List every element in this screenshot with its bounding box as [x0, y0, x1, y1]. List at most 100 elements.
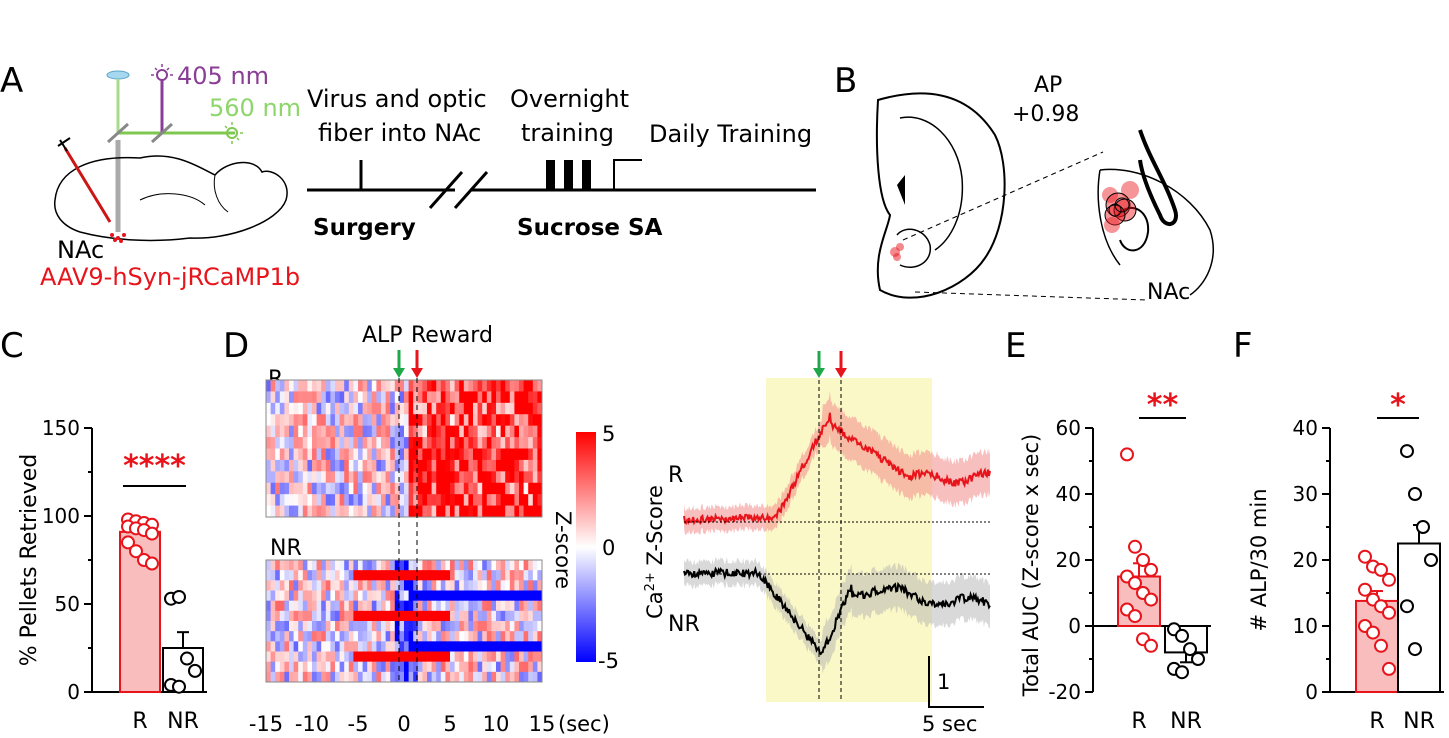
heatmap-cell: [404, 600, 410, 612]
heatmap-cell: [408, 671, 414, 683]
heatmap-cell: [436, 459, 442, 472]
heatmap-cell: [523, 610, 529, 622]
heatmap-cell: [362, 590, 368, 602]
panel-label-b: B: [834, 61, 857, 101]
heatmap-cell: [532, 671, 538, 683]
syringe-icon: [57, 137, 112, 223]
heatmap-cell: [537, 610, 543, 622]
heatmap-cell: [427, 482, 433, 495]
heatmap-cell: [404, 425, 410, 438]
heatmap-cell: [408, 437, 414, 449]
heatmap-cell: [381, 448, 387, 461]
heatmap-x-unit: (sec): [558, 712, 610, 736]
heatmap-cell: [293, 651, 299, 663]
heatmap-cell: [330, 621, 336, 632]
chart-c-ylabel: % Pellets Retrieved: [17, 454, 42, 666]
heatmap-cell: [404, 448, 410, 461]
heatmap-cell: [381, 425, 387, 438]
heatmap-cell: [348, 380, 354, 392]
heatmap-cell: [431, 661, 437, 673]
heatmap-cell: [431, 482, 437, 495]
heatmap-cell: [477, 505, 483, 518]
heatmap-cell: [404, 505, 410, 518]
heatmap-cell: [509, 651, 515, 663]
heatmap-cell: [468, 380, 474, 392]
heatmap-cell: [523, 402, 529, 415]
heatmap-cell: [307, 505, 313, 518]
heatmap-cell: [302, 482, 308, 495]
heatmap-cell: [445, 631, 451, 642]
heatmap-cell: [348, 641, 354, 652]
heatmap-cell: [468, 505, 474, 518]
heatmap-cell: [344, 505, 350, 518]
heatmap-cell: [445, 425, 451, 438]
heatmap-cell: [532, 651, 538, 663]
heatmap-cell: [367, 651, 373, 663]
heatmap-cell: [289, 631, 295, 642]
heatmap-cell: [454, 600, 460, 612]
heatmap-cell: [505, 641, 511, 652]
heatmap-cell: [385, 570, 391, 581]
heatmap-cell: [390, 590, 396, 602]
heatmap-cell: [307, 482, 313, 495]
y-tick-label: 0: [1305, 680, 1318, 704]
heatmap-cell: [275, 414, 281, 427]
heatmap-cell: [477, 661, 483, 673]
heatmap-cell: [496, 671, 502, 683]
heatmap-cell: [293, 610, 299, 622]
zoom-line: [902, 151, 1104, 241]
heatmap-cell: [385, 641, 391, 652]
heatmap-cell: [394, 641, 400, 652]
heatmap-cell: [445, 471, 451, 484]
data-point-nr: [1175, 628, 1189, 643]
heatmap-cell: [330, 651, 336, 663]
heatmap-cell: [491, 391, 497, 404]
heatmap-cell: [486, 505, 492, 518]
heatmap-cell: [436, 414, 442, 427]
heatmap-cell: [390, 391, 396, 404]
heatmap-cell: [413, 560, 419, 571]
heatmap-cell: [275, 459, 281, 472]
heatmap-cell: [509, 482, 515, 495]
heatmap-cell: [436, 641, 442, 652]
heatmap-cell: [519, 671, 525, 683]
heatmap-cell: [440, 661, 446, 673]
timeline-step2-line2: training: [521, 119, 614, 147]
heatmap-cell: [371, 448, 377, 461]
heatmap-cell: [293, 631, 299, 642]
heatmap-cell: [496, 437, 502, 449]
heatmap-cell: [519, 471, 525, 484]
heatmap-cell: [344, 590, 350, 602]
heatmap-cell: [500, 482, 506, 495]
heatmap-cell: [293, 391, 299, 404]
heatmap-cell: [473, 380, 479, 392]
y-tick-label: 40: [1293, 416, 1318, 440]
heatmap-cell: [266, 471, 272, 484]
heatmap-cell: [325, 437, 331, 449]
heatmap-cell: [381, 494, 387, 507]
heatmap-cell: [394, 610, 400, 622]
heatmap-cell: [270, 600, 276, 612]
x-category-label: NR: [1403, 709, 1435, 734]
heatmap-cell: [270, 570, 276, 581]
heatmap-cell: [509, 380, 515, 392]
heatmap-cell: [404, 661, 410, 673]
heatmap-cell: [335, 560, 341, 571]
heatmap-cell: [491, 505, 497, 518]
heatmap-cell: [523, 391, 529, 404]
heatmap-cell: [445, 505, 451, 518]
heatmap-cell: [385, 580, 391, 591]
heatmap-cell: [431, 641, 437, 652]
heatmap-cell: [330, 570, 336, 581]
heatmap-cell: [344, 600, 350, 612]
heatmap-cell: [440, 380, 446, 392]
y-tick-label: 150: [42, 416, 80, 440]
heatmap-cell: [528, 560, 534, 571]
heatmap-cell: [312, 425, 318, 438]
heatmap-cell: [284, 661, 290, 673]
heatmap-cell: [390, 482, 396, 495]
heatmap-cell: [468, 570, 474, 581]
heatmap-cell: [394, 425, 400, 438]
trace-label-nr: NR: [668, 612, 700, 637]
heatmap-cell: [413, 610, 419, 622]
